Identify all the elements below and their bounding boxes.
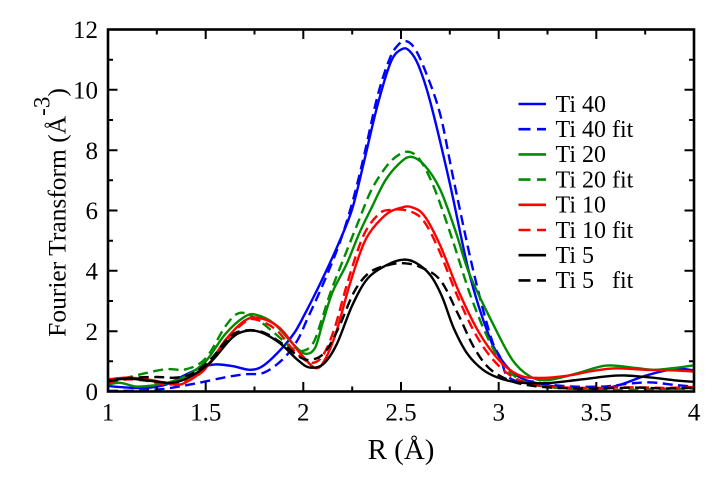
- svg-text:4: 4: [688, 400, 701, 427]
- svg-text:12: 12: [73, 17, 98, 44]
- svg-text:Ti 10 fit: Ti 10 fit: [556, 218, 634, 244]
- svg-text:Ti 10: Ti 10: [556, 193, 606, 219]
- svg-text:6: 6: [86, 198, 99, 225]
- svg-text:2: 2: [297, 400, 310, 427]
- svg-text:10: 10: [73, 77, 98, 104]
- svg-text:8: 8: [86, 138, 99, 165]
- svg-text:2: 2: [86, 319, 99, 346]
- svg-text:1.5: 1.5: [190, 400, 221, 427]
- svg-text:Ti 40: Ti 40: [556, 92, 606, 118]
- svg-text:3.5: 3.5: [581, 400, 612, 427]
- svg-text:1: 1: [102, 400, 115, 427]
- svg-text:Ti 20 fit: Ti 20 fit: [556, 167, 634, 193]
- svg-text:Ti 20: Ti 20: [556, 142, 606, 168]
- svg-text:3: 3: [492, 400, 505, 427]
- svg-text:Ti 5 fit: Ti 5 fit: [556, 268, 634, 294]
- svg-text:4: 4: [86, 258, 99, 285]
- svg-text:0: 0: [86, 379, 99, 406]
- svg-text:2.5: 2.5: [385, 400, 416, 427]
- svg-text:Ti 5: Ti 5: [556, 243, 594, 269]
- svg-text:R (Å): R (Å): [368, 434, 435, 466]
- svg-text:Ti 40 fit: Ti 40 fit: [556, 117, 634, 143]
